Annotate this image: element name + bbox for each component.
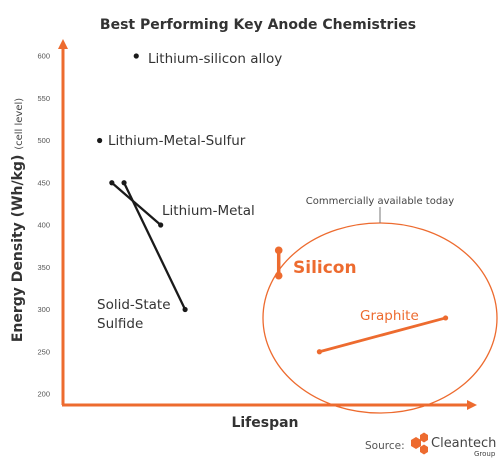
y-tick-label-300: 300 xyxy=(37,305,50,314)
data-point-lithium-silicon-alloy-1 xyxy=(133,53,139,59)
chart-title: Best Performing Key Anode Chemistries xyxy=(100,17,416,33)
y-tick-label-600: 600 xyxy=(37,52,50,61)
y-tick-label-250: 250 xyxy=(37,347,50,356)
source-brand-sub: Group xyxy=(474,450,496,458)
label-silicon: Silicon xyxy=(293,258,357,278)
commercial-region-label: Commercially available today xyxy=(306,196,455,207)
data-point-silicon-1 xyxy=(274,246,283,255)
y-tick-label-450: 450 xyxy=(37,178,50,187)
data-point-solid-state-sulfide-2 xyxy=(182,306,188,313)
series-line-solid-state-sulfide xyxy=(123,182,187,310)
series-line-lithium-metal xyxy=(111,181,162,226)
label-lithium-metal: Lithium-Metal xyxy=(162,203,255,219)
label-solid-state-sulfide-line-2: Sulfide xyxy=(97,316,143,332)
data-point-graphite-2 xyxy=(442,315,449,321)
y-tick-label-200: 200 xyxy=(37,390,50,399)
source-brand-name: Cleantech xyxy=(431,436,496,451)
label-lithium-silicon-alloy: Lithium-silicon alloy xyxy=(148,51,282,67)
data-marks xyxy=(97,53,449,355)
y-axis-sublabel: (cell level) xyxy=(14,98,25,150)
y-tick-labels: 200 250 300 350 400 450 500 550 600 xyxy=(37,52,50,399)
data-point-graphite-1 xyxy=(316,349,323,355)
y-tick-label-400: 400 xyxy=(37,221,50,230)
y-tick-label-350: 350 xyxy=(37,263,50,272)
source-label: Source: xyxy=(365,440,405,452)
label-solid-state-sulfide-line-1: Solid-State xyxy=(97,297,171,313)
label-solid-state-sulfide: Solid-State Sulfide xyxy=(97,297,171,332)
data-point-lithium-metal-sulfur-1 xyxy=(97,137,103,144)
source-credit: Source: Cleantech Group xyxy=(365,432,496,458)
data-point-solid-state-sulfide-1 xyxy=(121,180,127,186)
series-line-graphite xyxy=(319,316,446,354)
data-point-lithium-metal-1 xyxy=(109,180,115,186)
series-labels: Lithium-silicon alloy Lithium-Metal-Sulf… xyxy=(97,51,419,332)
label-lithium-metal-sulfur: Lithium-Metal-Sulfur xyxy=(108,133,246,149)
y-axis-title: Energy Density (Wh/kg) (cell level) xyxy=(10,98,26,342)
y-tick-label-500: 500 xyxy=(37,136,50,145)
y-axis-label: Energy Density (Wh/kg) xyxy=(10,155,26,343)
label-graphite: Graphite xyxy=(360,308,419,324)
x-axis-title: Lifespan xyxy=(231,415,298,431)
cleantech-logo-icon xyxy=(411,432,428,455)
data-point-lithium-metal-2 xyxy=(158,222,164,228)
data-point-silicon-2 xyxy=(274,271,283,280)
axes xyxy=(58,39,477,410)
y-tick-label-550: 550 xyxy=(37,94,50,103)
